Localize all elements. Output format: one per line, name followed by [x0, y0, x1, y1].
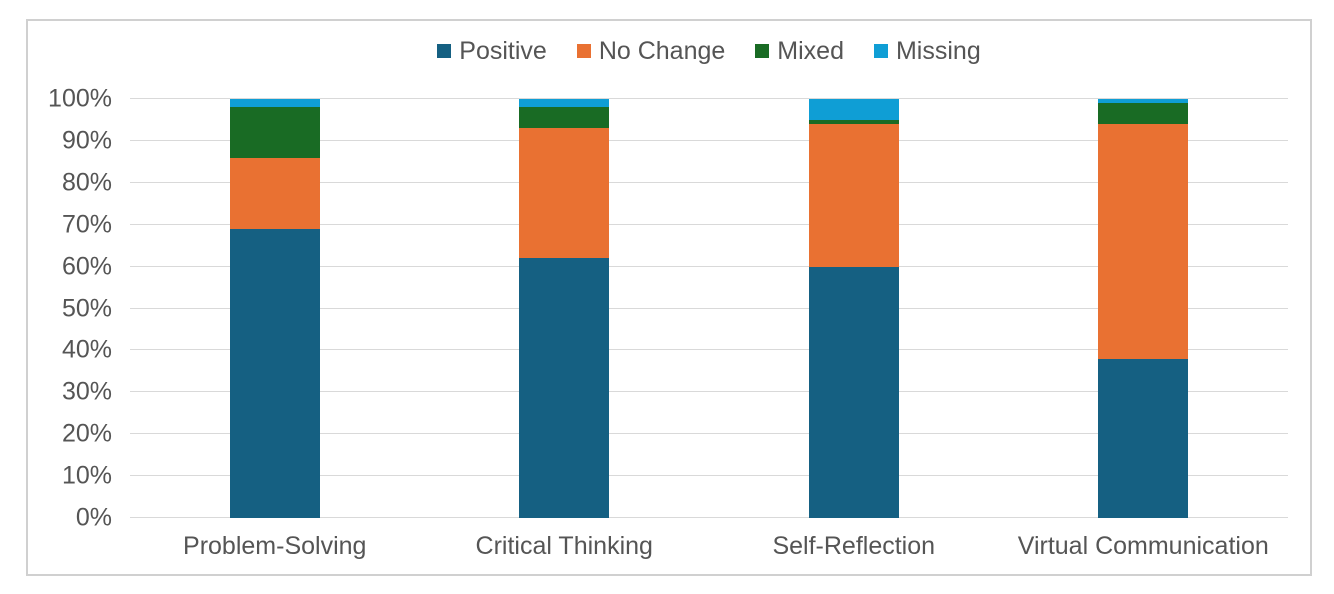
- y-tick-label: 70%: [61, 210, 112, 239]
- bar-virtual-communication: [1098, 99, 1189, 518]
- y-tick-label: 60%: [61, 252, 112, 281]
- segment-mixed: [1098, 103, 1189, 125]
- category-label-critical-thinking: Critical Thinking: [475, 532, 653, 560]
- y-tick-label: 40%: [61, 335, 112, 364]
- plot-area: [130, 98, 1288, 518]
- bar-self-reflection: [808, 99, 899, 518]
- segment-no-change: [808, 124, 899, 267]
- legend-label: No Change: [598, 36, 726, 65]
- y-tick-label: 30%: [61, 377, 112, 406]
- y-tick-label: 50%: [61, 294, 112, 322]
- segment-no-change: [229, 157, 320, 229]
- gridline-70pct: [130, 223, 1288, 225]
- segment-mixed: [519, 107, 610, 129]
- legend-swatch-icon: [437, 44, 452, 58]
- legend-label: Mixed: [777, 36, 844, 65]
- bar-critical-thinking: [519, 99, 610, 518]
- gridline-100pct: [130, 98, 1288, 99]
- bar-problem-solving: [229, 99, 320, 518]
- gridline-30pct: [130, 391, 1288, 393]
- gridline-40pct: [130, 349, 1288, 351]
- category-label-problem-solving: Problem-Solving: [183, 532, 367, 560]
- segment-positive: [1098, 358, 1189, 518]
- y-tick-label: 20%: [61, 419, 112, 448]
- segment-positive: [229, 228, 320, 518]
- gridline-20pct: [130, 433, 1288, 435]
- gridline-10pct: [130, 475, 1288, 477]
- segment-missing: [519, 99, 610, 108]
- segment-positive: [808, 266, 899, 518]
- legend-item-mixed: Mixed: [755, 37, 844, 66]
- gridline-90pct: [130, 139, 1288, 141]
- y-tick-label: 100%: [48, 84, 112, 113]
- category-label-virtual-communication: Virtual Communication: [1017, 532, 1269, 560]
- legend-item-positive: Positive: [437, 37, 547, 66]
- y-axis-tick-labels: 0% 10% 20% 30% 40% 50% 60% 70% 80% 90% 100%: [20, 86, 112, 530]
- y-tick-label: 90%: [61, 126, 112, 155]
- y-tick-label: 0%: [75, 503, 112, 532]
- chart-legend: Positive No Change Mixed Missing: [130, 34, 1288, 68]
- segment-missing: [808, 99, 899, 120]
- segment-missing: [229, 99, 320, 108]
- gridline-80pct: [130, 181, 1288, 183]
- legend-item-missing: Missing: [873, 36, 981, 66]
- segment-no-change: [519, 128, 610, 259]
- legend-label: Positive: [459, 36, 547, 65]
- segment-mixed: [229, 107, 320, 158]
- gridline-60pct: [130, 265, 1288, 267]
- segment-missing: [1098, 99, 1189, 104]
- y-tick-label: 80%: [61, 168, 112, 197]
- x-axis-category-labels: Problem-Solving Critical Thinking Self-Ref…: [130, 532, 1288, 572]
- gridline-50pct: [130, 307, 1288, 309]
- legend-item-no-change: No Change: [576, 36, 726, 66]
- segment-no-change: [1098, 124, 1189, 359]
- legend-swatch-icon: [755, 44, 770, 58]
- category-label-self-reflection: Self-Reflection: [772, 532, 936, 560]
- segment-positive: [519, 258, 610, 518]
- gridline-0pct: [130, 517, 1288, 518]
- segment-mixed: [808, 119, 899, 125]
- y-tick-label: 10%: [61, 461, 112, 490]
- legend-swatch-icon: [576, 44, 591, 58]
- legend-swatch-icon: [873, 44, 888, 58]
- legend-label: Missing: [895, 36, 981, 65]
